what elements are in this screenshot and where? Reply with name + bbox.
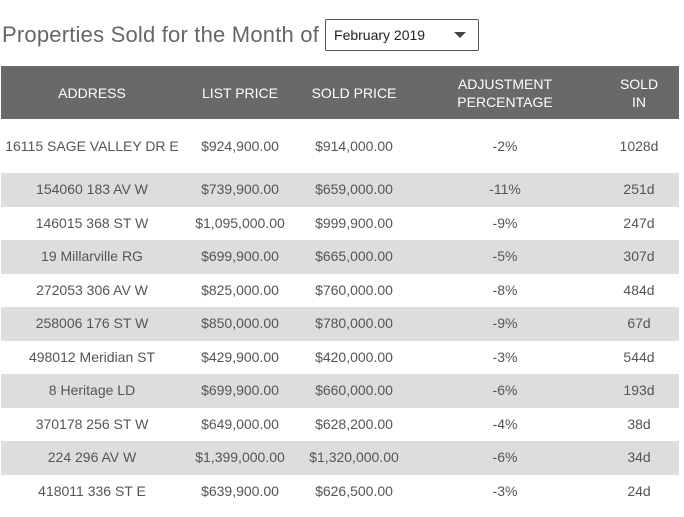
table-row: 498012 Meridian ST $429,900.00 $420,000.…: [1, 340, 679, 374]
column-header-adjustment-line1: ADJUSTMENT: [457, 75, 553, 92]
cell-address: 498012 Meridian ST: [28, 348, 156, 365]
cell-sold-price: $999,900.00: [315, 214, 393, 231]
cell-sold-price: $760,000.00: [315, 281, 393, 298]
cell-adjustment: -9%: [492, 315, 518, 332]
cell-address: 272053 306 AV W: [36, 281, 148, 298]
cell-adjustment: -6%: [492, 449, 518, 466]
table-row: 224 296 AV W $1,399,000.00 $1,320,000.00…: [1, 441, 679, 475]
table-row: 19 Millarville RG $699,900.00 $665,000.0…: [1, 240, 679, 274]
table-row: 16115 SAGE VALLEY DR E $924,900.00 $914,…: [1, 119, 679, 173]
cell-sold-in: 484d: [623, 281, 655, 298]
cell-list-price: $639,900.00: [201, 482, 279, 499]
cell-sold-price: $780,000.00: [315, 315, 393, 332]
chevron-down-icon[interactable]: [454, 32, 467, 38]
cell-address: 370178 256 ST W: [35, 415, 149, 432]
table-row: 272053 306 AV W $825,000.00 $760,000.00 …: [1, 273, 679, 307]
cell-sold-price: $914,000.00: [315, 137, 393, 154]
column-header-list-price: LIST PRICE: [202, 84, 278, 101]
column-header-sold-in-line1: SOLD: [619, 75, 659, 92]
cell-list-price: $649,000.00: [201, 415, 279, 432]
table-row: 8 Heritage LD $699,900.00 $660,000.00 -6…: [1, 374, 679, 408]
cell-adjustment: -11%: [489, 181, 521, 198]
column-header-sold-in-line2: IN: [632, 93, 646, 110]
page-title: Properties Sold for the Month of: [2, 22, 320, 47]
column-header-sold-price: SOLD PRICE: [311, 84, 397, 101]
cell-address: 19 Millarville RG: [41, 248, 143, 265]
cell-list-price: $699,900.00: [201, 382, 279, 399]
column-header-address: ADDRESS: [58, 84, 126, 101]
cell-list-price: $825,000.00: [201, 281, 279, 298]
cell-sold-price: $660,000.00: [315, 382, 393, 399]
cell-list-price: $699,900.00: [201, 248, 279, 265]
table-row: 418011 336 ST E $639,900.00 $626,500.00 …: [1, 474, 679, 508]
cell-sold-price: $628,200.00: [315, 415, 393, 432]
cell-sold-in: 34d: [627, 449, 651, 466]
cell-sold-in: 38d: [627, 415, 651, 432]
cell-address: 258006 176 ST W: [35, 315, 149, 332]
cell-adjustment: -6%: [492, 382, 518, 399]
cell-address: 8 Heritage LD: [48, 382, 136, 399]
cell-list-price: $429,900.00: [201, 348, 279, 365]
cell-sold-price: $626,500.00: [315, 482, 393, 499]
cell-adjustment: -9%: [492, 214, 518, 231]
cell-sold-in: 24d: [627, 482, 651, 499]
cell-list-price: $1,399,000.00: [195, 449, 285, 466]
cell-sold-price: $659,000.00: [315, 181, 393, 198]
page-header: Properties Sold for the Month of Februar…: [0, 17, 480, 53]
cell-sold-in: 251d: [623, 181, 655, 198]
cell-adjustment: -4%: [492, 415, 518, 432]
cell-sold-in: 1028d: [619, 137, 659, 154]
cell-address: 146015 368 ST W: [35, 214, 149, 231]
cell-sold-price: $665,000.00: [315, 248, 393, 265]
column-header-adjustment-line2: PERCENTAGE: [457, 93, 553, 110]
cell-list-price: $850,000.00: [201, 315, 279, 332]
table-row: 370178 256 ST W $649,000.00 $628,200.00 …: [1, 407, 679, 441]
cell-list-price: $924,900.00: [201, 137, 279, 154]
cell-adjustment: -2%: [492, 137, 518, 154]
column-header-adjustment: ADJUSTMENT PERCENTAGE: [411, 66, 599, 119]
cell-list-price: $739,900.00: [201, 181, 279, 198]
table-header-row: ADDRESS LIST PRICE SOLD PRICE ADJUSTMENT…: [1, 66, 679, 119]
cell-address: 154060 183 AV W: [36, 181, 148, 198]
cell-adjustment: -8%: [492, 281, 518, 298]
cell-sold-in: 67d: [627, 315, 651, 332]
cell-sold-price: $1,320,000.00: [309, 449, 399, 466]
cell-sold-in: 193d: [623, 382, 655, 399]
cell-sold-in: 544d: [623, 348, 655, 365]
month-dropdown-value: February 2019: [334, 27, 426, 43]
cell-adjustment: -5%: [492, 248, 518, 265]
cell-address: 16115 SAGE VALLEY DR E: [5, 137, 179, 154]
cell-adjustment: -3%: [492, 348, 518, 365]
cell-adjustment: -3%: [492, 482, 518, 499]
cell-sold-in: 307d: [623, 248, 655, 265]
cell-sold-price: $420,000.00: [315, 348, 393, 365]
column-header-sold-in: SOLD IN: [599, 66, 679, 119]
cell-list-price: $1,095,000.00: [195, 214, 285, 231]
cell-sold-in: 247d: [623, 214, 655, 231]
table-row: 146015 368 ST W $1,095,000.00 $999,900.0…: [1, 206, 679, 240]
table-row: 258006 176 ST W $850,000.00 $780,000.00 …: [1, 307, 679, 341]
table-row: 154060 183 AV W $739,900.00 $659,000.00 …: [1, 173, 679, 207]
cell-address: 418011 336 ST E: [38, 482, 146, 499]
month-dropdown[interactable]: February 2019: [325, 19, 480, 51]
cell-address: 224 296 AV W: [47, 449, 137, 466]
properties-sold-table: ADDRESS LIST PRICE SOLD PRICE ADJUSTMENT…: [1, 66, 679, 508]
